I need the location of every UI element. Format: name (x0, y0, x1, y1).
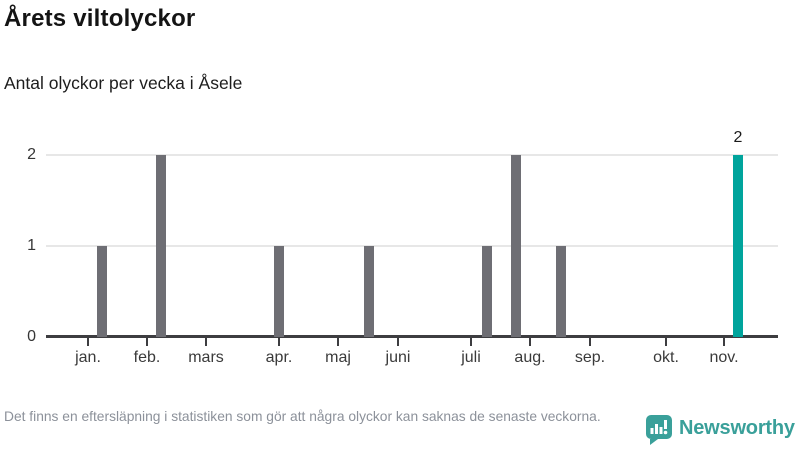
y-axis-label-0: 0 (27, 328, 36, 345)
page-subtitle: Antal olyckor per vecka i Åsele (4, 73, 243, 93)
bar (555, 246, 566, 337)
axis-tick-maj (337, 338, 339, 346)
y-axis-label-2: 2 (27, 146, 36, 163)
axis-tick-okt (665, 338, 667, 346)
axis-tick-apr (278, 338, 280, 346)
month-label-nov: nov. (709, 349, 739, 366)
axis-tick-mars (205, 338, 207, 346)
axis-tick-feb (146, 338, 148, 346)
bar-chart: 0 1 2 jan. feb. mars apr. maj juni juli aug. sep. ok… (0, 118, 800, 378)
bar-value-label: 2 (733, 129, 743, 146)
month-label-okt: okt. (653, 349, 679, 366)
bar (97, 246, 107, 337)
month-label-maj: maj (325, 349, 351, 366)
bar (363, 246, 374, 337)
bar (155, 155, 166, 337)
axis-tick-juli (470, 338, 472, 346)
newsworthy-logo: Newsworthy (646, 415, 795, 445)
page-title: Årets viltolyckor (4, 5, 196, 32)
axis-tick-juni (397, 338, 399, 346)
gridline-y1 (46, 245, 778, 247)
month-label-juni: juni (385, 349, 411, 366)
month-label-feb: feb. (133, 349, 161, 366)
bar (511, 155, 521, 337)
month-label-mars: mars (188, 349, 224, 366)
axis-tick-aug (529, 338, 531, 346)
footer-disclaimer: Det finns en eftersläpning i statistiken… (4, 409, 601, 424)
month-label-apr: apr. (265, 349, 293, 366)
month-label-sep: sep. (574, 349, 606, 366)
bar (482, 246, 492, 337)
axis-tick-sep (589, 338, 591, 346)
x-axis-line (46, 335, 778, 338)
bar (274, 246, 284, 337)
y-axis-label-1: 1 (27, 237, 36, 254)
newsworthy-logo-icon (646, 415, 672, 445)
bar-highlighted (733, 155, 743, 337)
gridline-y2 (46, 154, 778, 156)
month-label-aug: aug. (514, 349, 546, 366)
axis-tick-nov (723, 338, 725, 346)
newsworthy-logo-text: Newsworthy (679, 417, 795, 439)
month-label-jan: jan. (75, 349, 101, 366)
axis-tick-jan (87, 338, 89, 346)
month-label-juli: juli (461, 349, 481, 366)
